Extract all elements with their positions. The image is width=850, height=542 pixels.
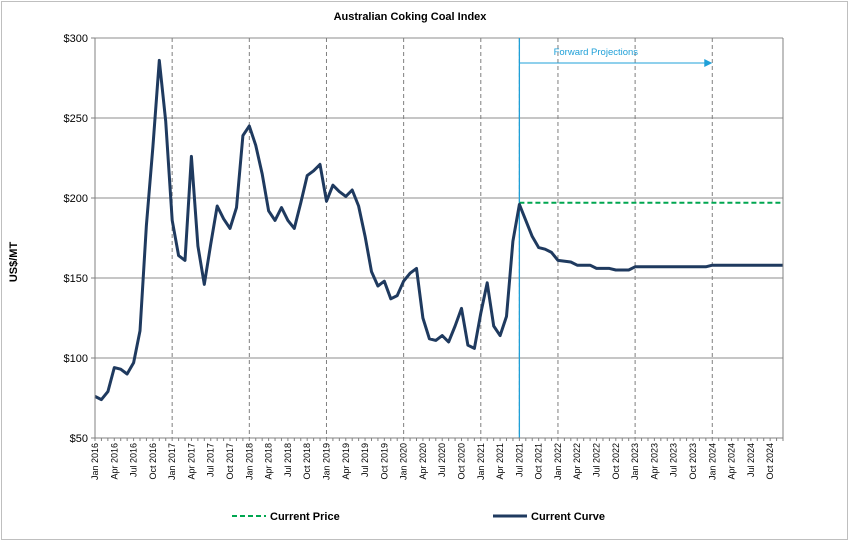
x-tick-label: Jul 2017 xyxy=(206,443,216,477)
x-tick-label: Jan 2018 xyxy=(244,443,254,480)
x-tick-label: Jan 2020 xyxy=(399,443,409,480)
x-tick-label: Apr 2023 xyxy=(649,443,659,480)
x-tick-label: Jul 2020 xyxy=(437,443,447,477)
x-tick-label: Apr 2024 xyxy=(727,443,737,480)
x-tick-label: Apr 2017 xyxy=(186,443,196,480)
x-tick-label: Jan 2019 xyxy=(321,443,331,480)
x-tick-label: Oct 2016 xyxy=(148,443,158,480)
chart-title: Australian Coking Coal Index xyxy=(334,11,488,23)
y-tick-label: $200 xyxy=(64,193,88,205)
x-tick-label: Apr 2019 xyxy=(341,443,351,480)
y-axis-ticks: $50 $100 $150 $200 $250 $300 xyxy=(64,33,95,445)
legend: Current Curve Current Price xyxy=(232,511,605,523)
forward-projection-arrowhead xyxy=(704,59,713,67)
x-tick-label: Oct 2022 xyxy=(611,443,621,480)
x-tick-label: Jul 2018 xyxy=(283,443,293,477)
x-tick-label: Apr 2018 xyxy=(264,443,274,480)
forward-projections-label: Forward Projections xyxy=(554,47,639,58)
x-tick-label: Jul 2021 xyxy=(514,443,524,477)
y-axis-label: US$/MT xyxy=(8,242,20,283)
legend-label: Current Curve xyxy=(531,511,605,523)
x-tick-label: Jan 2022 xyxy=(553,443,563,480)
x-tick-label: Oct 2024 xyxy=(765,443,775,480)
x-tick-label: Jul 2024 xyxy=(746,443,756,477)
y-tick-label: $300 xyxy=(64,33,88,45)
x-tick-label: Oct 2023 xyxy=(688,443,698,480)
x-tick-label: Oct 2019 xyxy=(379,443,389,480)
y-tick-label: $150 xyxy=(64,273,88,285)
x-tick-label: Apr 2020 xyxy=(418,443,428,480)
x-tick-label: Apr 2022 xyxy=(572,443,582,480)
x-tick-label: Oct 2021 xyxy=(534,443,544,480)
forward-projections-annotation: Forward Projections xyxy=(518,38,713,438)
series-lines xyxy=(94,58,783,402)
x-tick-label: Oct 2018 xyxy=(302,443,312,480)
y-tick-label: $100 xyxy=(64,353,88,365)
x-tick-label: Jan 2024 xyxy=(707,443,717,480)
x-tick-label: Jan 2021 xyxy=(476,443,486,480)
axes xyxy=(94,38,784,439)
x-tick-label: Jul 2023 xyxy=(669,443,679,477)
x-tick-label: Oct 2020 xyxy=(457,443,467,480)
y-tick-label: $50 xyxy=(70,433,88,445)
x-tick-label: Jul 2019 xyxy=(360,443,370,477)
x-tick-label: Oct 2017 xyxy=(225,443,235,480)
x-tick-label: Apr 2021 xyxy=(495,443,505,480)
x-tick-label: Jan 2023 xyxy=(630,443,640,480)
series-line-current-curve xyxy=(94,58,783,402)
legend-label: Current Price xyxy=(270,511,340,523)
x-tick-label: Apr 2016 xyxy=(109,443,119,480)
y-tick-label: $250 xyxy=(64,113,88,125)
x-tick-label: Jan 2016 xyxy=(90,443,100,480)
x-tick-label: Jan 2017 xyxy=(167,443,177,480)
x-tick-label: Jul 2022 xyxy=(592,443,602,477)
x-tick-label: Jul 2016 xyxy=(129,443,139,477)
x-axis-ticks: Jan 2016 Apr 2016 Jul 2016 Oct 2016 Jan 2017… xyxy=(90,438,784,480)
